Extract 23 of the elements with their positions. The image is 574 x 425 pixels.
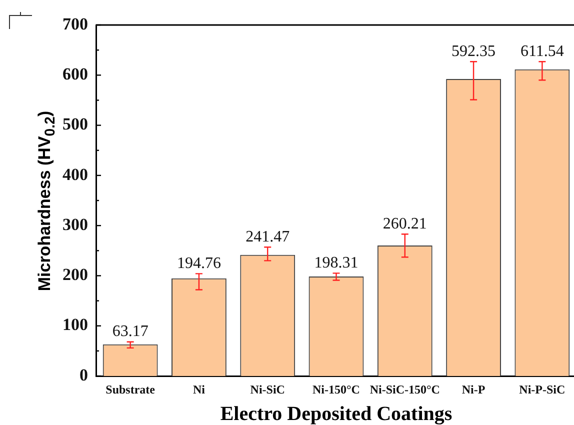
data-label: 611.54 (520, 42, 564, 60)
y-tick-label: 300 (62, 214, 88, 234)
y-tick-label: 0 (80, 365, 88, 384)
x-tick-label: Substrate (106, 382, 156, 396)
x-tick-label: Ni-SiC (250, 382, 285, 396)
data-label: 194.76 (176, 254, 221, 272)
y-tick-label: 700 (62, 14, 88, 34)
y-tick-label: 200 (62, 265, 88, 284)
x-tick-label: Ni-P (462, 382, 486, 396)
data-label: 63.17 (112, 323, 148, 340)
y-tick-label: 400 (62, 164, 88, 184)
x-tick-label: Ni (192, 382, 206, 396)
x-tick-label: Ni-150°C (312, 382, 360, 396)
data-label: 198.31 (314, 254, 358, 272)
data-label: 241.47 (246, 228, 290, 246)
y-tick-label: 100 (62, 315, 88, 334)
data-label: 260.21 (382, 215, 427, 232)
y-tick-label: 500 (62, 114, 88, 134)
y-tick-label: 600 (62, 64, 88, 84)
data-label: 592.35 (452, 42, 496, 60)
x-tick-label: Ni-SiC-150°C (370, 382, 440, 396)
x-axis-title: Electro Deposited Coatings (220, 403, 452, 425)
x-tick-label: Ni-P-SiC (519, 382, 566, 396)
